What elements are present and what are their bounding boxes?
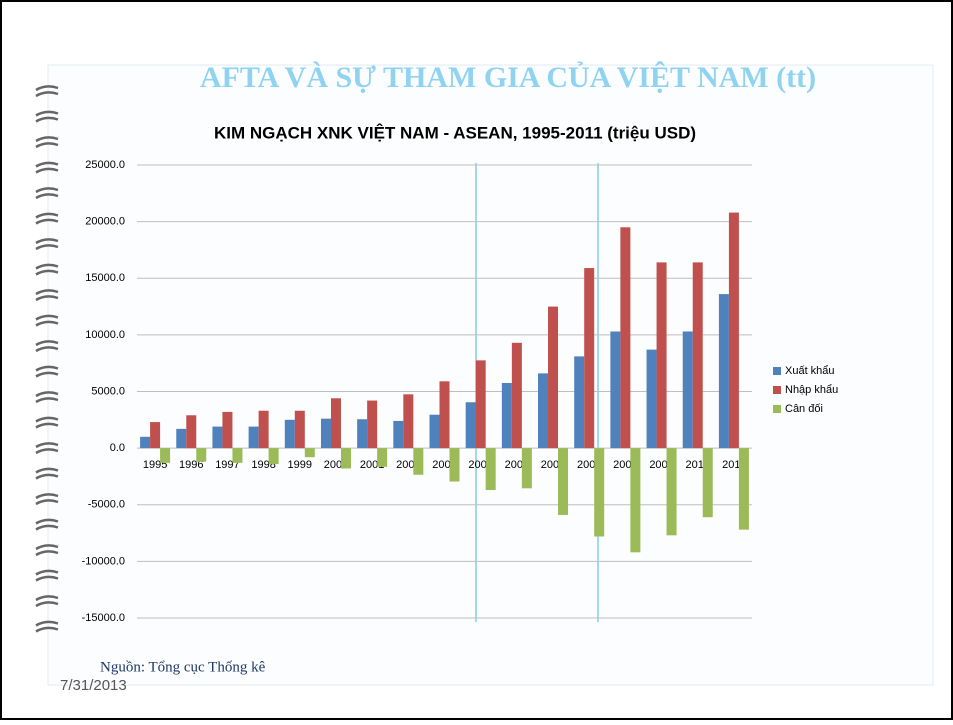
page: {"slide": {"title": "AFTA VÀ SỰ THAM GIA… bbox=[0, 0, 953, 720]
y-tick-label: -15000.0 bbox=[82, 612, 125, 624]
bar bbox=[196, 448, 206, 462]
bar bbox=[285, 420, 295, 448]
x-tick-label: 1999 bbox=[288, 459, 312, 471]
bar bbox=[647, 350, 657, 449]
bar bbox=[502, 383, 512, 448]
bar bbox=[703, 448, 713, 517]
bar bbox=[548, 307, 558, 449]
bar bbox=[538, 373, 548, 448]
bar bbox=[222, 412, 232, 448]
bar bbox=[341, 448, 351, 468]
bar bbox=[630, 448, 640, 552]
bar bbox=[430, 415, 440, 448]
legend-label: Nhập khẩu bbox=[785, 384, 838, 396]
bar bbox=[594, 448, 604, 536]
bar bbox=[150, 422, 160, 448]
slide: AFTA VÀ SỰ THAM GIA CỦA VIỆT NAM (tt) KI… bbox=[0, 0, 953, 720]
y-tick-label: 20000.0 bbox=[85, 216, 125, 228]
y-tick-label: -5000.0 bbox=[88, 499, 125, 511]
bar bbox=[305, 448, 315, 457]
y-tick-label: 0.0 bbox=[110, 442, 125, 454]
bar bbox=[403, 394, 413, 448]
y-tick-label: 10000.0 bbox=[85, 329, 125, 341]
bar bbox=[466, 402, 476, 448]
bar bbox=[176, 429, 186, 448]
bar bbox=[486, 448, 496, 490]
bar bbox=[512, 343, 522, 448]
bar bbox=[367, 401, 377, 449]
bar bbox=[393, 421, 403, 448]
bar bbox=[667, 448, 677, 535]
y-tick-label: 5000.0 bbox=[91, 385, 125, 397]
source: Nguồn: Tổng cục Thống kê bbox=[100, 659, 266, 675]
bar bbox=[719, 294, 729, 448]
bar bbox=[440, 381, 450, 448]
bar bbox=[321, 419, 331, 448]
bar bbox=[140, 437, 150, 448]
bar bbox=[683, 331, 693, 448]
bar bbox=[729, 213, 739, 449]
legend-label: Xuất khẩu bbox=[785, 365, 835, 377]
bar bbox=[584, 268, 594, 448]
bar bbox=[269, 448, 279, 464]
legend-label: Cân đối bbox=[785, 403, 823, 415]
bar bbox=[259, 411, 269, 448]
bar bbox=[574, 356, 584, 448]
legend-swatch bbox=[773, 386, 781, 394]
bar bbox=[610, 331, 620, 448]
bar bbox=[657, 262, 667, 448]
bar bbox=[331, 398, 341, 448]
bar bbox=[739, 448, 749, 530]
chart-title: KIM NGẠCH XNK VIỆT NAM - ASEAN, 1995-201… bbox=[214, 123, 696, 142]
bar bbox=[160, 448, 170, 463]
bar bbox=[620, 227, 630, 448]
bar bbox=[357, 419, 367, 448]
bar bbox=[558, 448, 568, 515]
bar bbox=[232, 448, 242, 463]
y-tick-label: 25000.0 bbox=[85, 159, 125, 171]
bar bbox=[476, 360, 486, 448]
bar bbox=[693, 262, 703, 448]
bar bbox=[450, 448, 460, 481]
legend-swatch bbox=[773, 367, 781, 375]
bar bbox=[186, 415, 196, 448]
legend-swatch bbox=[773, 405, 781, 413]
y-tick-label: 15000.0 bbox=[85, 272, 125, 284]
date: 7/31/2013 bbox=[60, 677, 127, 694]
bar bbox=[377, 448, 387, 467]
bar bbox=[522, 448, 532, 488]
slide-title: AFTA VÀ SỰ THAM GIA CỦA VIỆT NAM (tt) bbox=[200, 61, 816, 94]
y-tick-label: -10000.0 bbox=[82, 555, 125, 567]
bar bbox=[212, 427, 222, 449]
bar bbox=[249, 427, 259, 449]
bar bbox=[413, 448, 423, 475]
bar bbox=[295, 411, 305, 448]
